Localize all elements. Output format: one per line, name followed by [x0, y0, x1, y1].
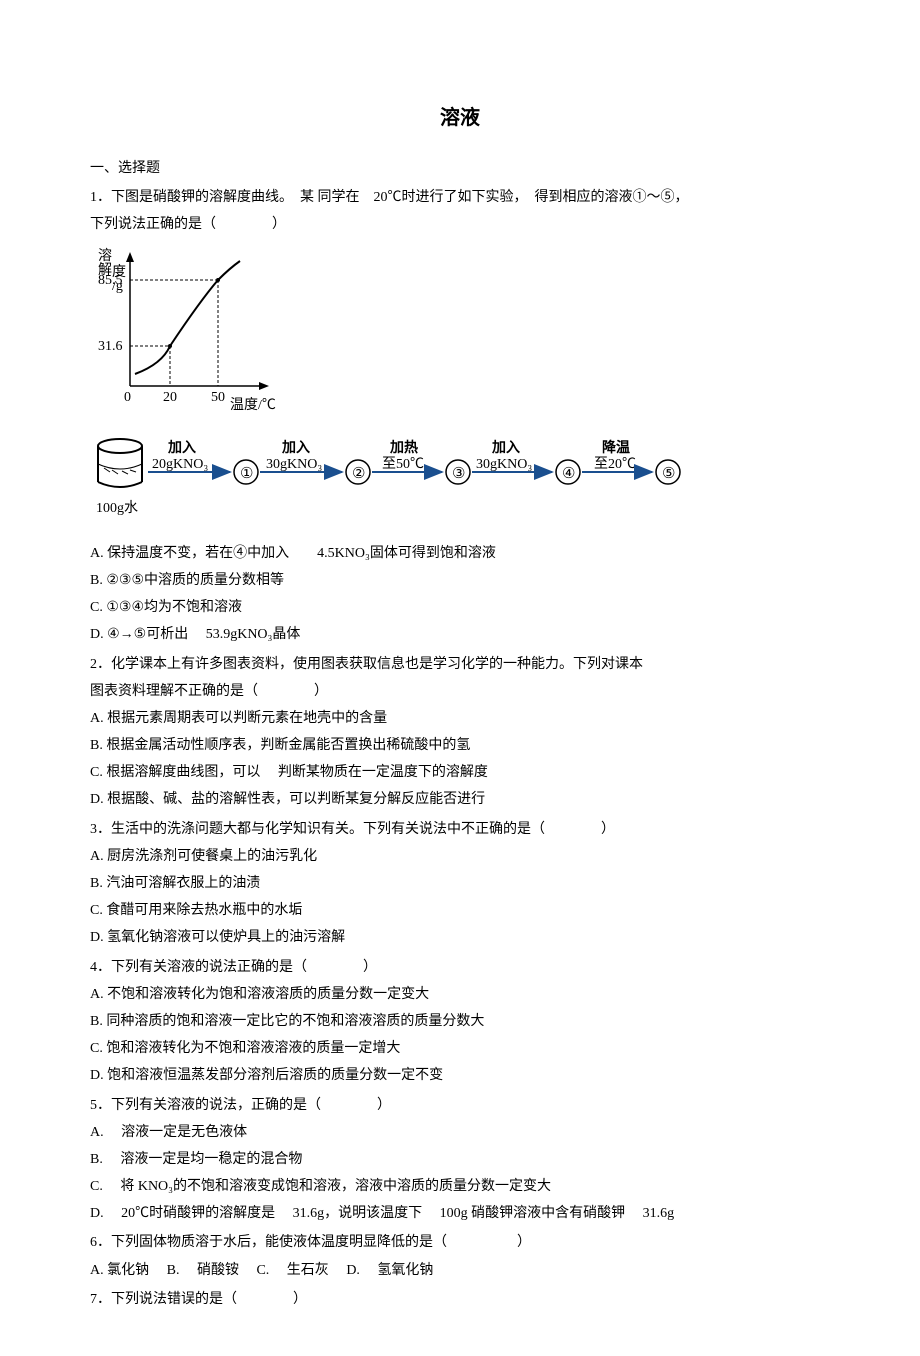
- flow-node-2: ②: [352, 466, 365, 482]
- q4-option-d: D. 饱和溶液恒温蒸发部分溶剂后溶质的质量分数一定不变: [90, 1063, 830, 1088]
- q6-options-row: A. 氯化钠 B. 硝酸铵 C. 生石灰 D. 氢氧化钠: [90, 1258, 830, 1283]
- flow-node-4: ④: [562, 466, 575, 482]
- question-4: 4．下列有关溶液的说法正确的是（ ） A. 不饱和溶液转化为饱和溶液溶质的质量分…: [90, 955, 830, 1089]
- chart-y-label-1: 溶: [98, 248, 112, 264]
- svg-text:度: 度: [112, 264, 126, 280]
- question-6: 6．下列固体物质溶于水后，能使液体温度明显降低的是（ ） A. 氯化钠 B. 硝…: [90, 1230, 830, 1282]
- q3-option-c: C. 食醋可用来除去热水瓶中的水垢: [90, 898, 830, 923]
- q1-option-a: A. 保持温度不变，若在④中加入 4.5KNO₃固体可得到饱和溶液: [90, 541, 830, 566]
- q2-option-b: B. 根据金属活动性顺序表，判断金属能否置换出稀硫酸中的氢: [90, 733, 830, 758]
- flow-node-3: ③: [452, 466, 465, 482]
- q6-option-c: C. 生石灰: [256, 1263, 328, 1278]
- q2-stem-1: 2．化学课本上有许多图表资料，使用图表获取信息也是学习化学的一种能力。下列对课本: [90, 652, 830, 677]
- q2-option-d: D. 根据酸、碱、盐的溶解性表，可以判断某复分解反应能否进行: [90, 787, 830, 812]
- chart-y-tick-31: 31.6: [98, 339, 123, 354]
- q6-option-d: D. 氢氧化钠: [346, 1263, 433, 1278]
- q3-option-a: A. 厨房洗涤剂可使餐桌上的油污乳化: [90, 844, 830, 869]
- flow-arrow-2-top: 加入: [281, 440, 310, 456]
- q1-option-b: B. ②③⑤中溶质的质量分数相等: [90, 568, 830, 593]
- q1-stem-2: 下列说法正确的是（ ）: [90, 212, 830, 237]
- flow-arrow-5-top: 降温: [602, 439, 630, 456]
- section-header: 一、选择题: [90, 156, 830, 181]
- q4-option-b: B. 同种溶质的饱和溶液一定比它的不饱和溶液溶质的质量分数大: [90, 1009, 830, 1034]
- q3-stem: 3．生活中的洗涤问题大都与化学知识有关。下列有关说法中不正确的是（ ）: [90, 817, 830, 842]
- q5-option-d: D. 20℃时硝酸钾的溶解度是 31.6g，说明该温度下 100g 硝酸钾溶液中…: [90, 1201, 830, 1226]
- chart-x-tick-20: 20: [163, 390, 177, 405]
- q2-stem-2: 图表资料理解不正确的是（ ）: [90, 679, 830, 704]
- q4-option-a: A. 不饱和溶液转化为饱和溶液溶质的质量分数一定变大: [90, 982, 830, 1007]
- q1-option-d: D. ④→⑤可析出 53.9gKNO₃晶体: [90, 622, 830, 647]
- question-7: 7．下列说法错误的是（ ）: [90, 1287, 830, 1312]
- svg-text:/g: /g: [112, 279, 123, 294]
- flow-arrow-2-bottom: 30gKNO₃: [266, 457, 322, 472]
- flow-arrow-1-bottom: 20gKNO₃: [152, 457, 208, 472]
- q1-option-c: C. ①③④均为不饱和溶液: [90, 595, 830, 620]
- q5-option-c: C. 将 KNO₃的不饱和溶液变成饱和溶液，溶液中溶质的质量分数一定变大: [90, 1174, 830, 1199]
- q5-option-b: B. 溶液一定是均一稳定的混合物: [90, 1147, 830, 1172]
- question-1: 1．下图是硝酸钾的溶解度曲线。 某 同学在 20℃时进行了如下实验， 得到相应的…: [90, 185, 830, 647]
- question-5: 5．下列有关溶液的说法，正确的是（ ） A. 溶液一定是无色液体 B. 溶液一定…: [90, 1093, 830, 1227]
- chart-x-tick-50: 50: [211, 390, 225, 405]
- q4-option-c: C. 饱和溶液转化为不饱和溶液溶液的质量一定增大: [90, 1036, 830, 1061]
- flow-arrow-4-top: 加入: [491, 440, 520, 456]
- q3-option-b: B. 汽油可溶解衣服上的油渍: [90, 871, 830, 896]
- chart-y-label-2: 解: [98, 262, 112, 278]
- flow-arrow-5-bottom: 至20℃: [594, 457, 636, 472]
- flow-arrow-1-top: 加入: [167, 440, 196, 456]
- flow-arrow-3-bottom: 至50℃: [382, 457, 424, 472]
- flow-node-1: ①: [240, 466, 253, 482]
- page-title: 溶液: [90, 100, 830, 136]
- question-3: 3．生活中的洗涤问题大都与化学知识有关。下列有关说法中不正确的是（ ） A. 厨…: [90, 817, 830, 951]
- q4-stem: 4．下列有关溶液的说法正确的是（ ）: [90, 955, 830, 980]
- question-2: 2．化学课本上有许多图表资料，使用图表获取信息也是学习化学的一种能力。下列对课本…: [90, 652, 830, 813]
- flow-arrow-4-bottom: 30gKNO₃: [476, 457, 532, 472]
- q2-option-c: C. 根据溶解度曲线图，可以 判断某物质在一定温度下的溶解度: [90, 760, 830, 785]
- q3-option-d: D. 氢氧化钠溶液可以使炉具上的油污溶解: [90, 925, 830, 950]
- q1-solubility-chart: 85.5 31.6 0 20 50 溶 解 度 /g 温度/℃: [90, 246, 830, 416]
- flow-beaker-label: 100g水: [96, 500, 138, 516]
- q5-stem: 5．下列有关溶液的说法，正确的是（ ）: [90, 1093, 830, 1118]
- q6-option-a: A. 氯化钠: [90, 1263, 149, 1278]
- q7-stem: 7．下列说法错误的是（ ）: [90, 1287, 830, 1312]
- chart-x-label: 温度/℃: [230, 397, 276, 413]
- flow-node-5: ⑤: [662, 466, 675, 482]
- chart-origin: 0: [124, 390, 131, 405]
- q1-stem-1: 1．下图是硝酸钾的溶解度曲线。 某 同学在 20℃时进行了如下实验， 得到相应的…: [90, 185, 830, 210]
- flow-arrow-3-top: 加热: [389, 439, 418, 456]
- q6-option-b: B. 硝酸铵: [167, 1263, 239, 1278]
- q6-stem: 6．下列固体物质溶于水后，能使液体温度明显降低的是（ ）: [90, 1230, 830, 1255]
- q2-option-a: A. 根据元素周期表可以判断元素在地壳中的含量: [90, 706, 830, 731]
- q1-flow-diagram: 100g水 加入 20gKNO₃ ① 加入 30gKNO₃ ② 加热 至50℃: [90, 424, 830, 533]
- q5-option-a: A. 溶液一定是无色液体: [90, 1120, 830, 1145]
